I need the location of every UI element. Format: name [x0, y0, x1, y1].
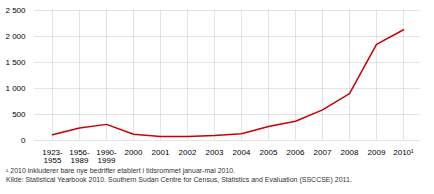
- svg-text:2005: 2005: [260, 148, 278, 157]
- svg-text:2003: 2003: [206, 148, 224, 157]
- svg-text:500: 500: [12, 110, 26, 119]
- svg-text:2001: 2001: [152, 148, 170, 157]
- svg-text:0: 0: [21, 136, 26, 145]
- svg-text:1 000: 1 000: [5, 84, 26, 93]
- svg-text:2002: 2002: [179, 148, 197, 157]
- svg-text:2 000: 2 000: [5, 32, 26, 41]
- svg-text:2004: 2004: [233, 148, 251, 157]
- svg-text:1 500: 1 500: [5, 58, 26, 67]
- svg-text:2008: 2008: [341, 148, 359, 157]
- svg-text:2006: 2006: [287, 148, 305, 157]
- svg-text:2010¹: 2010¹: [393, 148, 414, 157]
- html-text:¹ 2010 inkluderer bare nye bed: ¹ 2010 inkluderer bare nye bedrifter eta…: [6, 167, 236, 174]
- svg-text:2000: 2000: [125, 148, 143, 157]
- svg-text:1923-1955: 1923-1955: [42, 148, 63, 165]
- svg-text:2009: 2009: [368, 148, 386, 157]
- svg-text:2007: 2007: [314, 148, 332, 157]
- svg-text:1956-1989: 1956-1989: [69, 148, 90, 165]
- html-text:Kilde: Statistical Yearbook 20: Kilde: Statistical Yearbook 2010. Southe…: [6, 176, 352, 183]
- svg-text:2 500: 2 500: [5, 6, 26, 15]
- svg-text:1990-1999: 1990-1999: [96, 148, 117, 165]
